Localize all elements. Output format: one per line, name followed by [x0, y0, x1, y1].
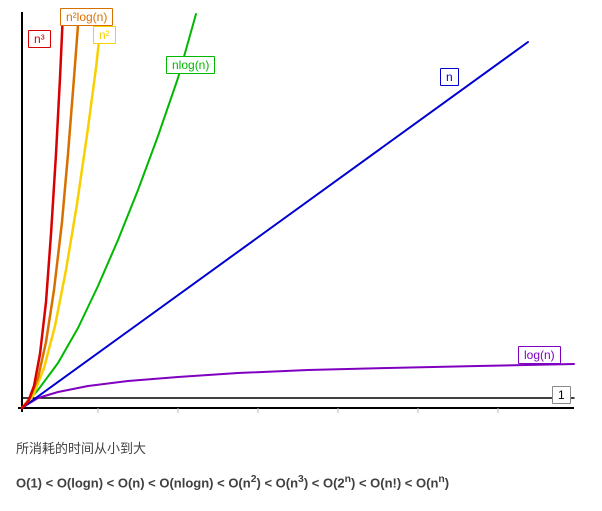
- curve-n2logn: [22, 12, 79, 408]
- chart-svg: [18, 8, 578, 416]
- caption-text: 所消耗的时间从小到大: [16, 438, 146, 457]
- curve-label-n: n: [440, 68, 459, 86]
- curve-label-const_1: 1: [552, 386, 571, 404]
- complexity-ordering-formula: O(1) < O(logn) < O(n) < O(nlogn) < O(n2)…: [16, 474, 449, 490]
- curve-n3: [22, 12, 63, 408]
- curve-label-n2: n²: [93, 26, 116, 44]
- curve-n: [22, 42, 528, 408]
- curve-label-log_n: log(n): [518, 346, 561, 364]
- curve-log_n: [22, 364, 574, 408]
- curve-label-nlogn: nlog(n): [166, 56, 215, 74]
- curve-label-n3: n³: [28, 30, 51, 48]
- complexity-chart: 1 log(n) n nlog(n) n²n²log(n) n³: [18, 8, 578, 416]
- curve-label-n2logn: n²log(n): [60, 8, 113, 26]
